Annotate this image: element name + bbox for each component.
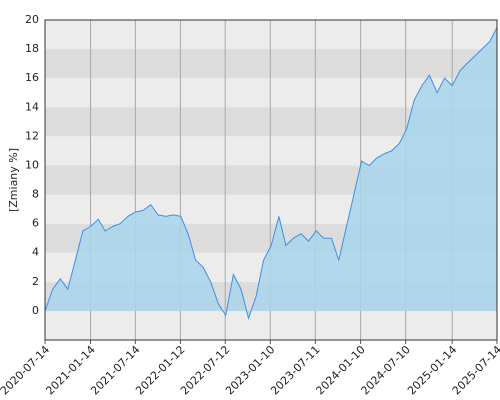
y-tick-label: 14 [25, 100, 39, 113]
y-axis-label: [Zmiany %] [7, 148, 20, 212]
y-tick-label: 10 [25, 158, 39, 171]
plot-frame [44, 19, 498, 341]
grid-band [45, 310, 497, 340]
y-tick-label: 8 [32, 188, 39, 201]
y-tick-label: 2 [32, 275, 39, 288]
grid-band [45, 20, 497, 50]
area [45, 27, 497, 319]
y-tick-label: 16 [25, 71, 39, 84]
y-tick-label: 12 [25, 129, 39, 142]
line [44, 27, 498, 320]
y-tick-label: 6 [32, 217, 39, 230]
grid-band [45, 49, 497, 79]
y-tick-label: 20 [25, 13, 39, 26]
y-tick-label: 4 [32, 246, 39, 259]
y-tick-label: 0 [32, 304, 39, 317]
y-tick-label: 18 [25, 42, 39, 55]
